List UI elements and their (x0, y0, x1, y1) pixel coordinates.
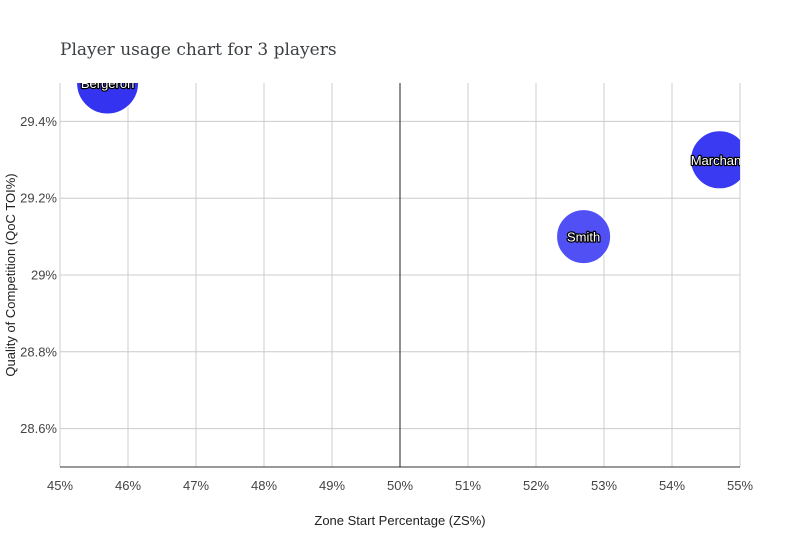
x-tick-label: 45% (47, 478, 73, 493)
bubble (690, 130, 740, 190)
x-tick-label: 49% (319, 478, 345, 493)
y-axis-label: Quality of Competition (QoC TOI%) (3, 173, 18, 376)
bubble-labels: Bergeron Smith Marchand (80, 76, 749, 246)
x-tick-label: 50% (387, 478, 413, 493)
y-tick-label: 28.6% (20, 421, 57, 436)
x-tick-label: 47% (183, 478, 209, 493)
x-tick-label: 46% (115, 478, 141, 493)
bubble-label: Bergeron (81, 76, 134, 91)
y-tick-label: 28.8% (20, 344, 57, 359)
y-tick-label: 29% (31, 268, 57, 283)
bubble-label: Smith (567, 230, 600, 245)
chart-title: Player usage chart for 3 players (60, 40, 337, 60)
y-tick-label: 29.4% (20, 114, 57, 129)
bubbles (76, 83, 740, 265)
gridlines (59, 83, 741, 467)
x-tick-label: 52% (523, 478, 549, 493)
x-tick-label: 51% (455, 478, 481, 493)
x-tick-label: 54% (659, 478, 685, 493)
axes: 45% 46% 47% 48% 49% 50% 51% 52% 53% 54% 55% 28.6% 28… (20, 83, 753, 493)
x-axis-label: Zone Start Percentage (ZS%) (314, 513, 485, 528)
y-tick-label: 29.2% (20, 191, 57, 206)
bubble-label: Marchand (691, 153, 749, 168)
x-tick-label: 55% (727, 478, 753, 493)
x-tick-label: 53% (591, 478, 617, 493)
bubble (76, 83, 140, 115)
x-tick-label: 48% (251, 478, 277, 493)
bubble (556, 209, 612, 265)
